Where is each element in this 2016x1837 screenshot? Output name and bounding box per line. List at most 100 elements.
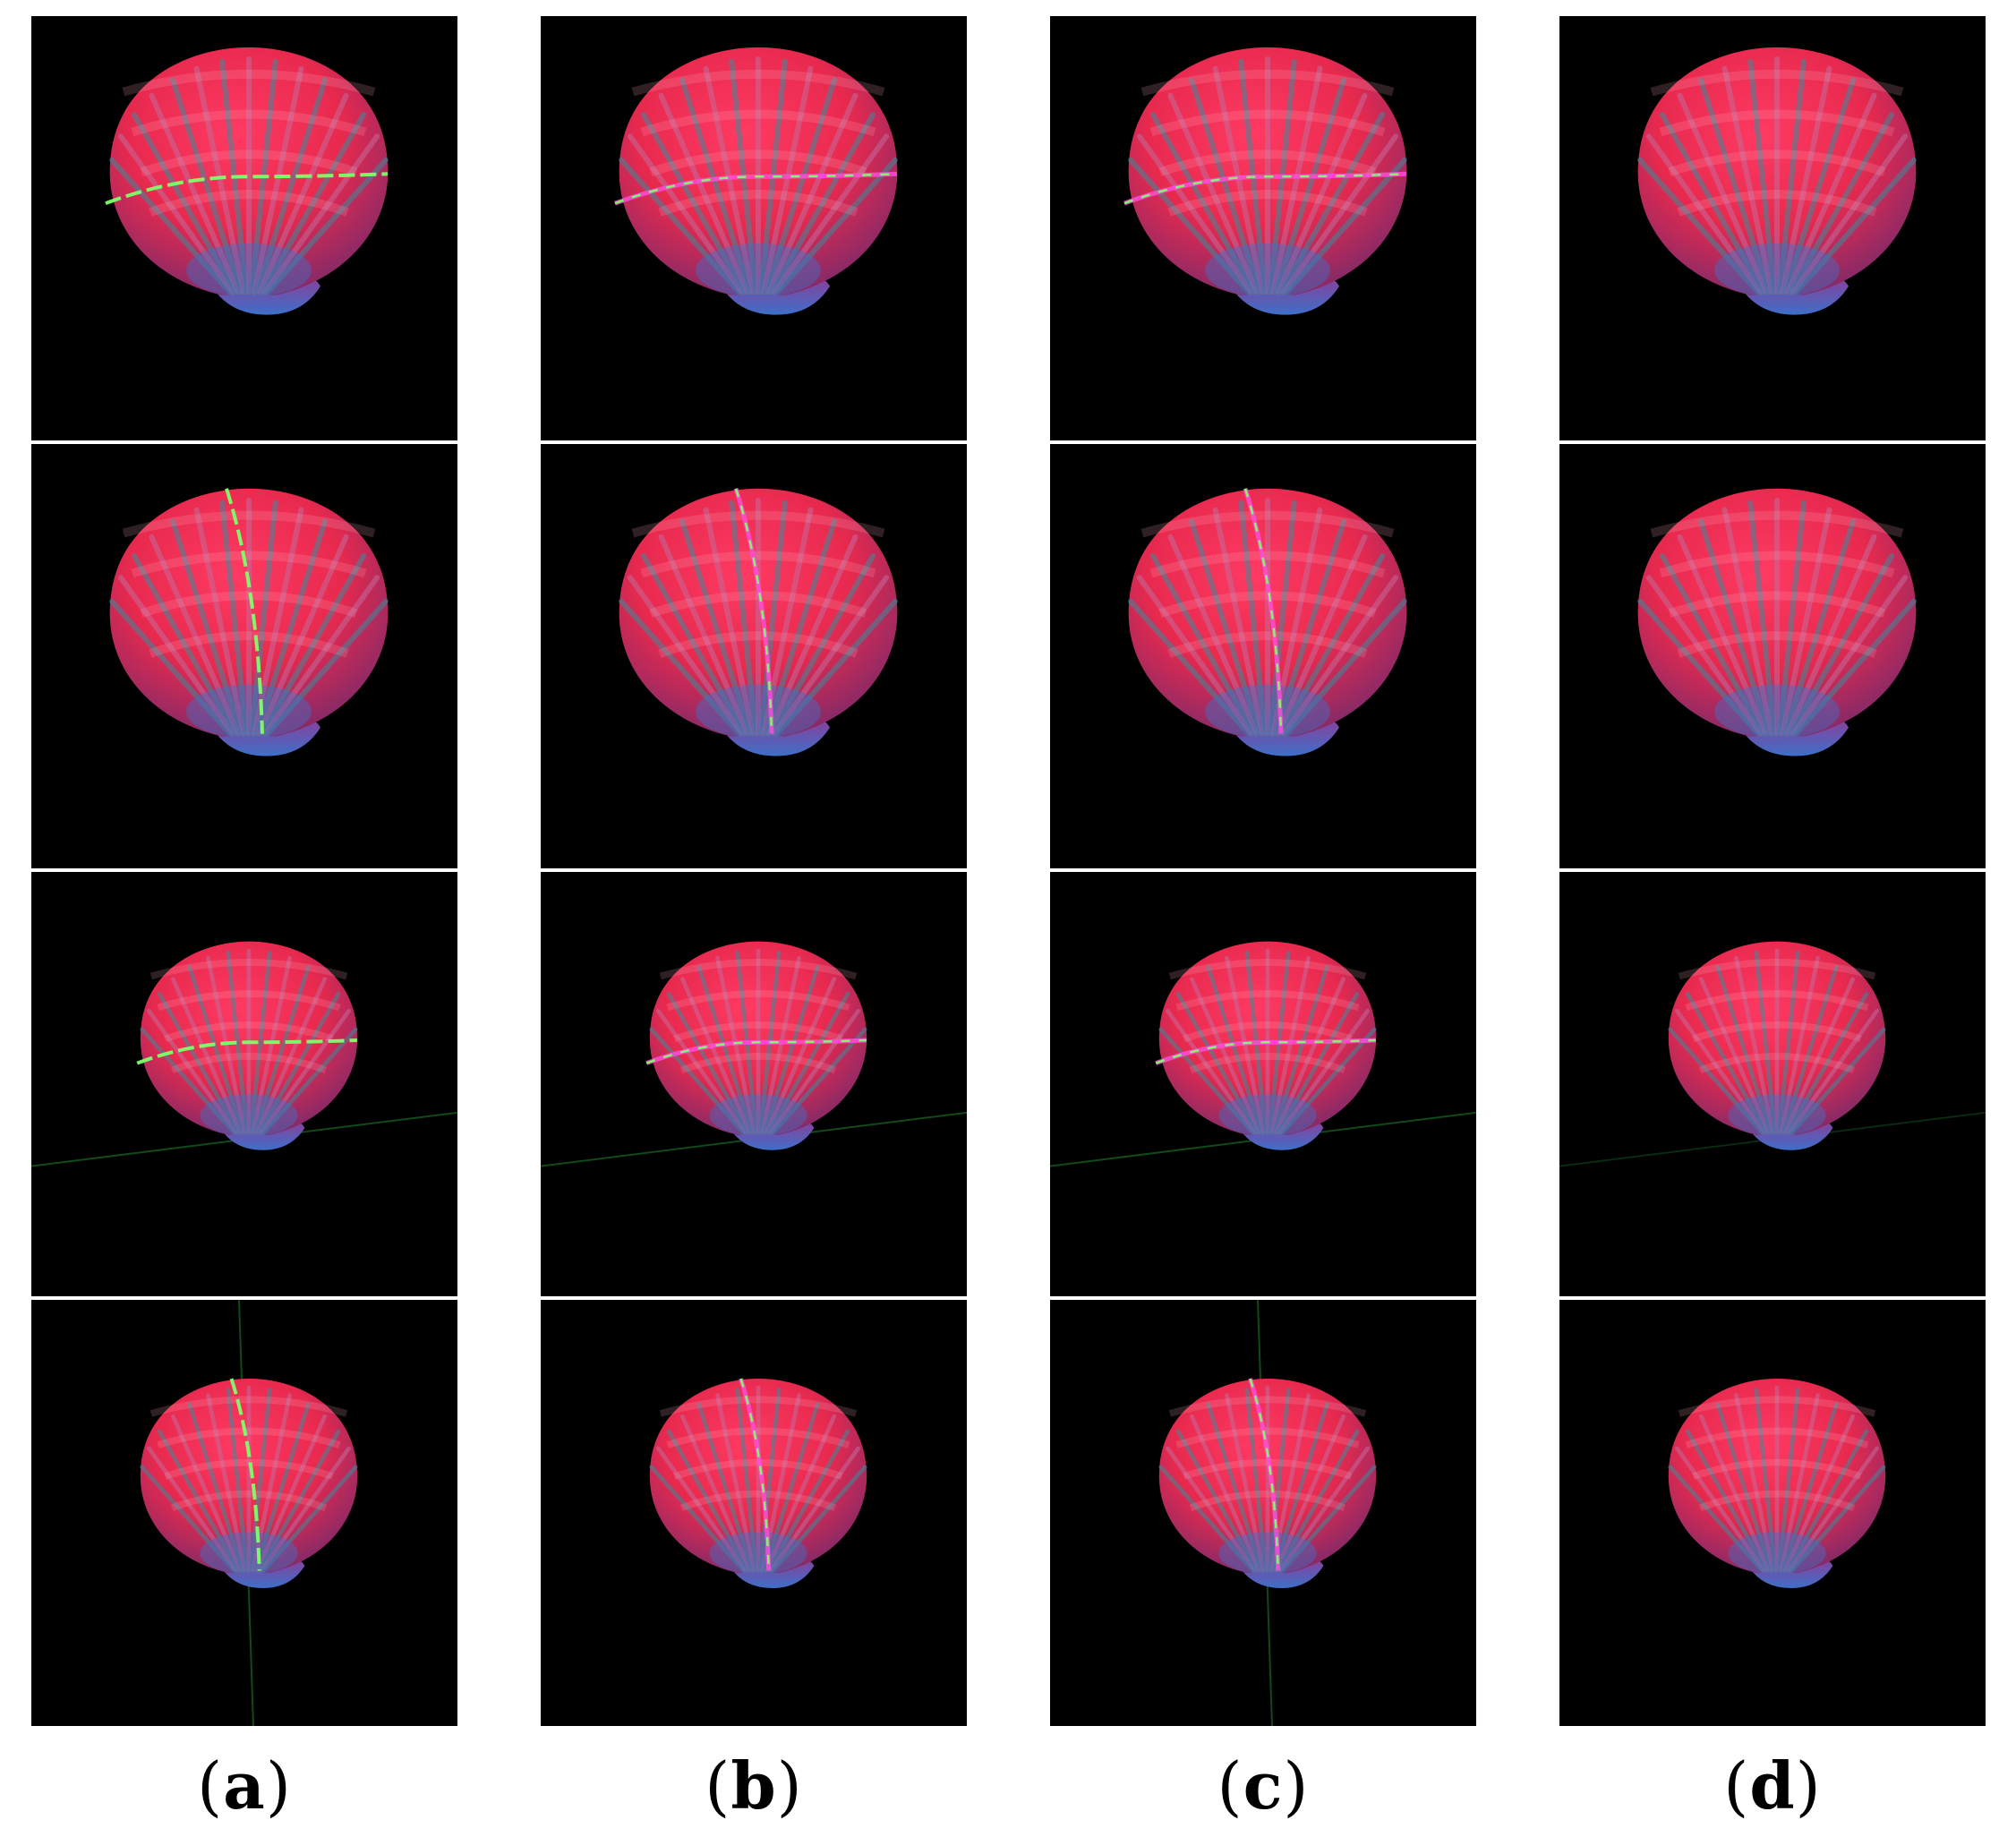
- shell-band: [1698, 1490, 1856, 1511]
- shell-rib: [254, 77, 328, 295]
- shell-rib: [761, 65, 814, 295]
- shell-base-tint: [1728, 1532, 1826, 1575]
- shell-rib: [1779, 955, 1820, 1135]
- shell-rib: [1790, 575, 1909, 737]
- shell-band: [666, 990, 850, 1012]
- laser-stripe: [739, 1378, 770, 1571]
- photo-b-row-3: [541, 872, 967, 1298]
- shell-rib: [1274, 1414, 1345, 1573]
- shell-band: [658, 631, 859, 658]
- shell-band: [1659, 109, 1895, 137]
- shell-rib: [1269, 955, 1311, 1135]
- shell-band: [673, 1021, 843, 1043]
- shell-rib: [1284, 598, 1407, 737]
- shell-rib: [1276, 534, 1368, 737]
- shell-rib: [766, 991, 850, 1135]
- shell-rib: [1277, 1008, 1370, 1135]
- shell-rib: [658, 92, 750, 295]
- shell-band: [1167, 190, 1368, 217]
- shell-rib: [765, 977, 836, 1135]
- shell-band: [122, 69, 376, 97]
- shell-rib: [1685, 991, 1769, 1135]
- shell-rib: [1190, 977, 1261, 1135]
- shell-rib: [1244, 1388, 1268, 1573]
- shell-rib: [249, 500, 278, 737]
- shell-rib: [1779, 1393, 1820, 1573]
- shell-band: [1175, 990, 1360, 1012]
- shell-rib: [1637, 598, 1761, 737]
- shell-rib: [666, 1429, 750, 1573]
- shell-rib: [764, 77, 837, 295]
- shell-rib: [1277, 1446, 1370, 1573]
- shell-rib: [1659, 552, 1766, 737]
- shell-rib: [1790, 133, 1909, 295]
- shell-band: [640, 109, 876, 137]
- shell-rib: [252, 65, 304, 295]
- shell-rib: [249, 950, 272, 1135]
- shell-band: [1650, 69, 1904, 97]
- shell-rib: [1788, 112, 1895, 295]
- shell-rib: [1149, 552, 1257, 737]
- shell-rib: [627, 575, 745, 737]
- shell-rib: [1677, 534, 1769, 737]
- shell-rib: [1167, 534, 1260, 737]
- shell-rib: [1793, 598, 1917, 737]
- shell-rib: [1793, 157, 1917, 295]
- shell-band: [1668, 150, 1886, 176]
- shell-band: [1189, 1490, 1346, 1511]
- shell-base-tint: [1218, 1532, 1317, 1575]
- shell-band: [149, 631, 349, 658]
- shell-rib: [171, 977, 243, 1135]
- shell-rib: [762, 1402, 820, 1573]
- shell-base-tint: [1714, 243, 1840, 297]
- shell-base-tint: [709, 1532, 807, 1575]
- shell-rib: [715, 955, 756, 1135]
- shell-rib: [649, 1465, 746, 1573]
- shell-rib: [1790, 1027, 1886, 1135]
- shell-rib: [1645, 575, 1764, 737]
- shell-band: [149, 190, 349, 217]
- shell-band: [157, 1427, 341, 1448]
- column-d: [1559, 16, 1986, 1730]
- shell-rib: [640, 552, 747, 737]
- shell-rib: [265, 157, 389, 295]
- shell-band: [1140, 69, 1395, 97]
- shell-rib: [252, 964, 311, 1135]
- shell-rib: [768, 1008, 860, 1135]
- shell-rib: [1128, 157, 1251, 295]
- shell-rib: [1268, 1388, 1291, 1573]
- shell-rib: [1225, 1393, 1266, 1573]
- shell-rib: [1785, 92, 1877, 295]
- shell-rib: [1175, 991, 1260, 1135]
- shell-band: [164, 1021, 334, 1043]
- shell-rib: [1685, 1429, 1769, 1573]
- photo-a-row-3: [31, 872, 457, 1298]
- shell-rib: [769, 552, 876, 737]
- shell-rib: [252, 1402, 311, 1573]
- shell-rib: [259, 1008, 351, 1135]
- shell-rib: [1281, 575, 1399, 737]
- shell-rib: [772, 575, 890, 737]
- shell-rib: [1278, 112, 1386, 295]
- shell-rib: [769, 112, 876, 295]
- photo-d-row-4: [1559, 1300, 1986, 1726]
- shell-rib: [1190, 1414, 1261, 1573]
- shell-rib: [1270, 65, 1323, 295]
- shell-rib: [764, 518, 837, 737]
- shell-rib: [1206, 964, 1264, 1135]
- shell-rib: [1734, 1393, 1775, 1573]
- shell-rib: [640, 112, 747, 295]
- shell-rib: [1777, 500, 1807, 737]
- shell-rib: [1785, 991, 1869, 1135]
- shell-rib: [758, 1388, 782, 1573]
- laser-stripe: [225, 488, 264, 734]
- shell-rib: [157, 991, 241, 1135]
- shell-rib: [1788, 552, 1895, 737]
- shell-rib: [260, 112, 367, 295]
- shell-rib: [1276, 991, 1360, 1135]
- shell-rib: [1782, 518, 1856, 737]
- shell-rib: [774, 157, 898, 295]
- shell-band: [170, 1490, 328, 1511]
- photo-a-row-2: [31, 444, 457, 870]
- shell-band: [1692, 1458, 1862, 1480]
